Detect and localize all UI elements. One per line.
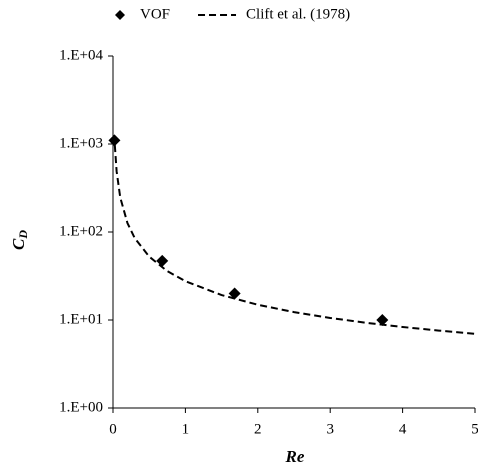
y-tick-label: 1.E+02 xyxy=(59,223,103,239)
y-tick-label: 1.E+00 xyxy=(59,399,103,415)
x-axis-label: Re xyxy=(285,447,305,466)
x-tick-label: 4 xyxy=(399,421,407,437)
y-tick-label: 1.E+04 xyxy=(59,47,103,63)
data-point xyxy=(108,134,121,147)
y-label-sub: D xyxy=(16,230,30,240)
y-tick-label: 1.E+03 xyxy=(59,135,103,151)
data-line xyxy=(113,145,476,335)
x-tick-label: 5 xyxy=(471,421,478,437)
y-label-main: C xyxy=(9,238,28,250)
x-tick-label: 3 xyxy=(326,421,334,437)
y-tick-label: 1.E+01 xyxy=(59,311,103,327)
legend-label: VOF xyxy=(140,6,170,22)
x-tick-label: 0 xyxy=(109,421,117,437)
legend-label: Clift et al. (1978) xyxy=(246,6,350,22)
data-point xyxy=(376,314,389,326)
x-tick-label: 2 xyxy=(254,421,262,437)
x-tick-label: 1 xyxy=(182,421,190,437)
data-point xyxy=(156,254,169,267)
data-point xyxy=(228,287,241,300)
legend-marker xyxy=(115,10,125,20)
y-axis-label: CD xyxy=(9,230,30,250)
